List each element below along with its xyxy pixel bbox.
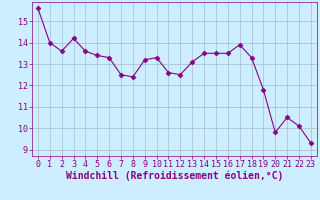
X-axis label: Windchill (Refroidissement éolien,°C): Windchill (Refroidissement éolien,°C) <box>66 171 283 181</box>
